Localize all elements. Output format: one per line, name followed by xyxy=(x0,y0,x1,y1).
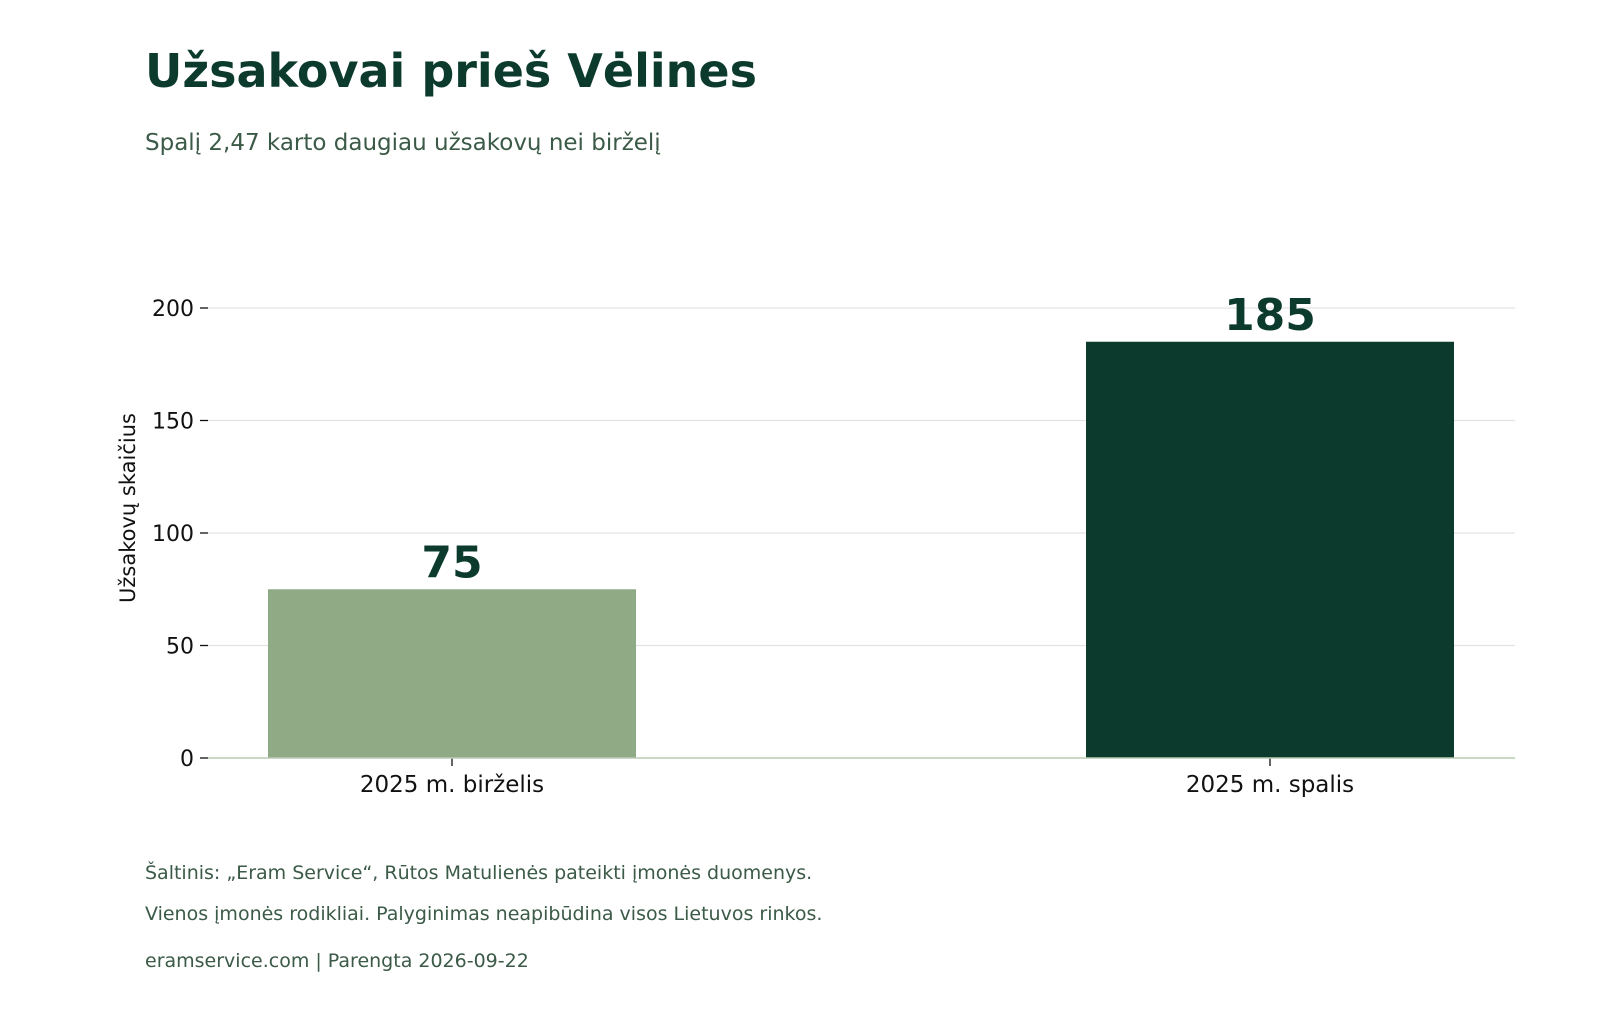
y-tick-label: 200 xyxy=(152,297,194,322)
bar xyxy=(1086,341,1454,758)
footer-meta: eramservice.com | Parengta 2026-09-22 xyxy=(145,950,529,972)
data-labels: 75 185 xyxy=(421,290,1316,589)
bars xyxy=(268,341,1454,758)
y-tick-label: 0 xyxy=(180,747,194,772)
bar xyxy=(268,589,636,758)
bar-value-label: 75 xyxy=(421,537,482,588)
bar-value-label: 185 xyxy=(1224,290,1316,341)
y-tick-label: 50 xyxy=(166,635,194,660)
chart-title: Užsakovai prieš Vėlines xyxy=(145,44,757,98)
chart-subtitle: Spalį 2,47 karto daugiau užsakovų nei bi… xyxy=(145,130,661,156)
axes: 0 50 100 150 200 2025 m. birželis 2025 m. spal… xyxy=(152,297,1515,798)
x-tick-label: 2025 m. birželis xyxy=(360,772,544,798)
x-tick-label: 2025 m. spalis xyxy=(1186,772,1354,798)
disclaimer-note: Vienos įmonės rodikliai. Palyginimas nea… xyxy=(145,903,823,925)
y-tick-label: 100 xyxy=(152,522,194,547)
y-axis-label: Užsakovų skaičius xyxy=(116,413,140,603)
source-note: Šaltinis: „Eram Service“, Rūtos Matulien… xyxy=(145,862,813,884)
y-tick-label: 150 xyxy=(152,410,194,435)
